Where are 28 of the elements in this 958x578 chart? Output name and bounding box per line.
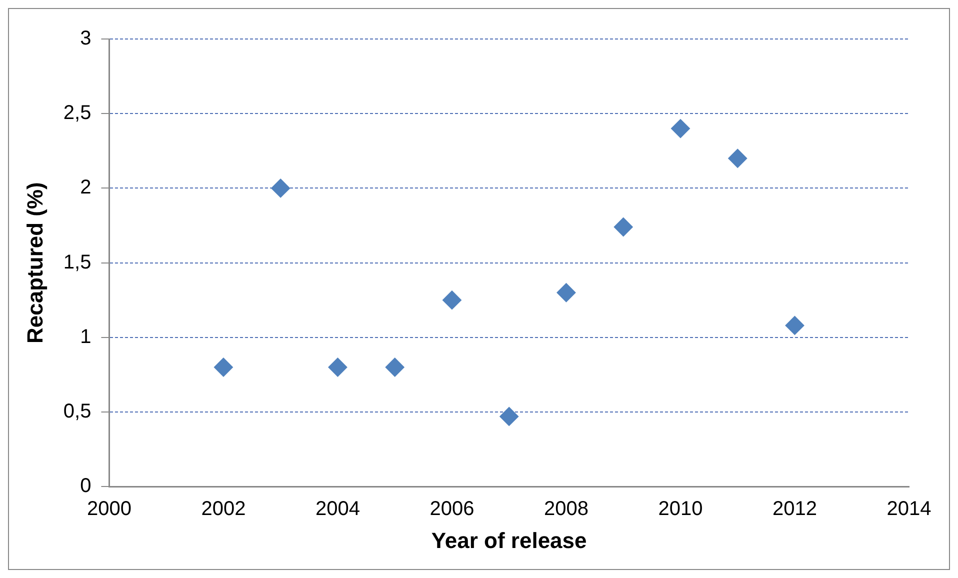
x-tick-label: 2004 xyxy=(315,498,360,520)
y-tick-label: 0,5 xyxy=(63,400,92,423)
y-axis-title: Recaptured (%) xyxy=(22,182,48,344)
point xyxy=(214,358,233,377)
y-tick-label: 3 xyxy=(80,28,92,50)
point xyxy=(500,406,519,426)
y-tick-label: 2,5 xyxy=(63,102,92,124)
point xyxy=(385,358,404,377)
point xyxy=(728,148,748,168)
x-tick-label: 2010 xyxy=(658,498,703,520)
point xyxy=(785,316,804,335)
x-tick-label: 2002 xyxy=(201,498,246,520)
y-tick-label: 2 xyxy=(80,176,92,199)
y-tick-label: 1 xyxy=(80,326,92,348)
point xyxy=(328,358,348,377)
x-tick-label: 2008 xyxy=(544,498,588,520)
y-tick-label: 0 xyxy=(80,475,92,498)
x-tick-label: 2012 xyxy=(772,498,817,520)
point xyxy=(556,283,576,302)
point xyxy=(614,217,633,236)
x-tick-label: 2006 xyxy=(430,498,474,520)
point xyxy=(271,178,290,198)
point xyxy=(670,119,690,138)
x-axis-title: Year of release xyxy=(431,528,587,553)
y-tick-label: 1,5 xyxy=(63,251,92,274)
x-tick-label: 2014 xyxy=(886,498,932,520)
x-tick-label: 2000 xyxy=(86,498,132,520)
point xyxy=(442,290,462,310)
